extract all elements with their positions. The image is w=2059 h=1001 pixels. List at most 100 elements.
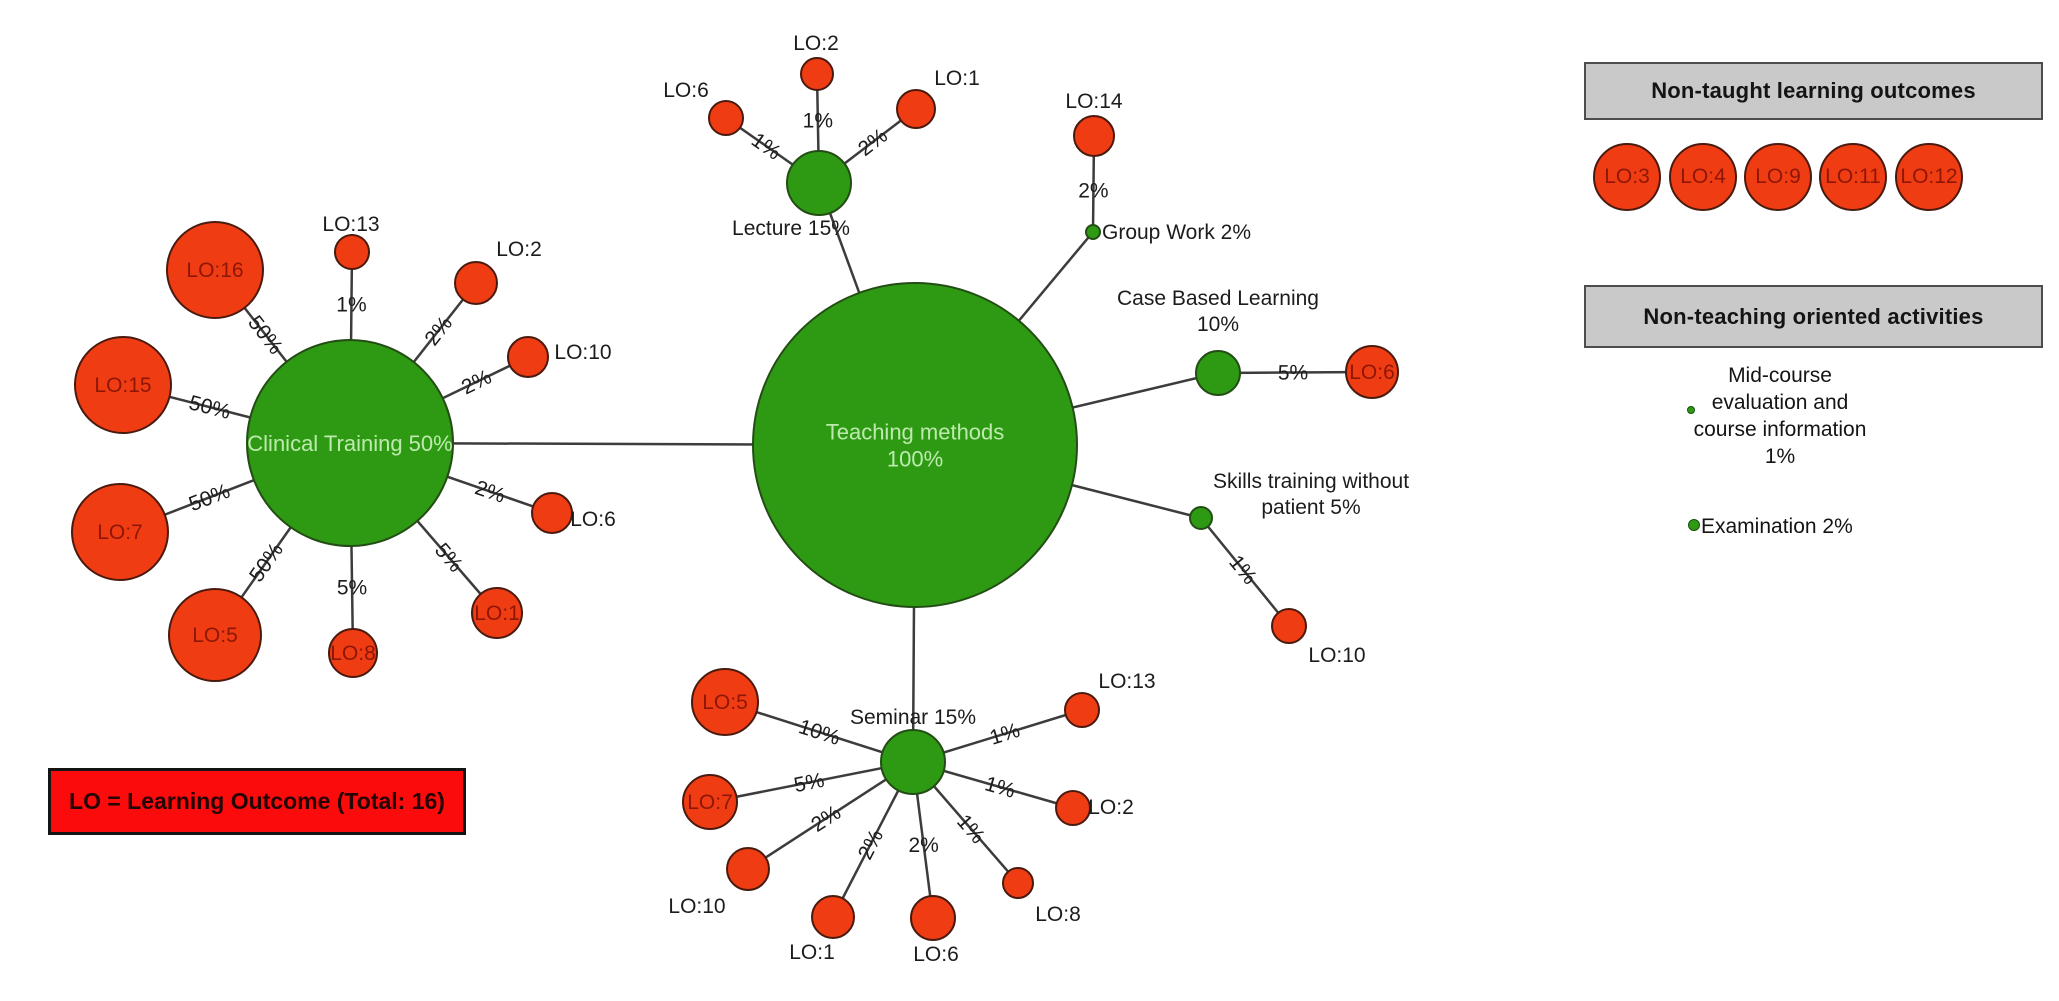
branch-node-case-based-learning (1195, 350, 1241, 396)
leaf-node-clinical-training-lo6 (531, 492, 573, 534)
edge-pct-lecture-lo2: 1% (803, 109, 833, 132)
edge-pct-clinical-training-lo8: 5% (337, 576, 367, 599)
leaf-node-seminar-lo10 (726, 847, 770, 891)
leaf-node-clinical-training-lo8 (328, 628, 378, 678)
edge-pct-seminar-lo5: 10% (796, 715, 843, 750)
leaf-label-seminar-lo10: LO:10 (668, 895, 725, 918)
branch-label-case-based-learning: Case Based Learning 10% (1117, 287, 1319, 336)
non-teaching-activities-header: Non-teaching oriented activities (1584, 285, 2043, 348)
leaf-label-seminar-lo2: LO:2 (1088, 796, 1134, 819)
hub-node-label: Teaching methods 100% (826, 419, 1005, 471)
branch-label-group-work: Group Work 2% (1102, 221, 1251, 244)
edge-pct-seminar-lo7: 5% (792, 768, 826, 796)
leaf-label-clinical-training-lo10: LO:10 (554, 341, 611, 364)
leaf-label-group-work-lo14: LO:14 (1065, 90, 1123, 113)
leaf-label-clinical-training-lo16: LO:16 (186, 259, 243, 282)
leaf-node-group-work-lo14 (1073, 115, 1115, 157)
non-taught-lo-circle-lo9: LO:9 (1744, 143, 1812, 211)
leaf-node-seminar-lo7 (682, 774, 738, 830)
leaf-label-case-based-learning-lo6: LO:6 (1349, 361, 1395, 384)
non-taught-lo-circle-lo3: LO:3 (1593, 143, 1661, 211)
leaf-node-clinical-training-lo10 (507, 336, 549, 378)
branch-label-seminar: Seminar 15% (850, 706, 976, 729)
leaf-label-skills-training-without-patient-lo10: LO:10 (1308, 644, 1365, 667)
leaf-node-seminar-lo13 (1064, 692, 1100, 728)
edge-pct-skills-training-without-patient-lo10: 1% (1225, 551, 1262, 589)
leaf-label-seminar-lo1: LO:1 (789, 941, 835, 964)
leaf-node-skills-training-without-patient-lo10 (1271, 608, 1307, 644)
branch-node-clinical-training (246, 339, 454, 547)
lo-legend-text: LO = Learning Outcome (Total: 16) (69, 788, 445, 814)
leaf-node-clinical-training-lo13 (334, 234, 370, 270)
leaf-node-seminar-lo5 (691, 668, 759, 736)
edge-seminar-lo7 (709, 760, 914, 804)
leaf-label-seminar-lo8: LO:8 (1035, 903, 1081, 926)
leaf-label-clinical-training-lo2: LO:2 (496, 238, 542, 261)
examination-label: Examination 2% (1701, 515, 1853, 538)
leaf-node-clinical-training-lo7 (71, 483, 169, 581)
leaf-label-lecture-lo6: LO:6 (663, 79, 709, 102)
nodes-layer (71, 57, 1399, 941)
leaf-label-seminar-lo7: LO:7 (687, 791, 733, 814)
leaf-label-lecture-lo1: LO:1 (934, 67, 980, 90)
non-taught-lo-circle-lo12: LO:12 (1895, 143, 1963, 211)
leaf-label-clinical-training-lo6: LO:6 (570, 508, 616, 531)
edge-pct-seminar-lo1: 2% (853, 826, 887, 864)
leaf-label-clinical-training-lo15: LO:15 (94, 374, 151, 397)
leaf-node-clinical-training-lo5 (168, 588, 262, 682)
branch-node-skills-training-without-patient (1189, 506, 1213, 530)
edge-pct-clinical-training-lo6: 2% (472, 476, 508, 508)
leaf-node-lecture-lo2 (800, 57, 834, 91)
edge-pct-group-work-lo14: 2% (1078, 179, 1108, 202)
edge-pct-lecture-lo6: 1% (747, 128, 785, 164)
leaf-node-seminar-lo6 (910, 895, 956, 941)
leaf-node-clinical-training-lo1 (471, 587, 523, 639)
leaf-label-clinical-training-lo1: LO:1 (474, 602, 520, 625)
branch-node-seminar (880, 729, 946, 795)
leaf-label-seminar-lo13: LO:13 (1098, 670, 1155, 693)
branch-label-clinical-training: Clinical Training 50% (247, 431, 452, 456)
lo-legend-box: LO = Learning Outcome (Total: 16) (48, 768, 466, 835)
leaf-label-clinical-training-lo5: LO:5 (192, 624, 238, 647)
edge-pct-clinical-training-lo10: 2% (458, 365, 495, 399)
edge-pct-clinical-training-lo5: 50% (245, 539, 288, 587)
mid-course-evaluation-label: Mid-course evaluation and course informati… (1693, 364, 1867, 468)
non-taught-lo-circle-lo4: LO:4 (1669, 143, 1737, 211)
non-taught-outcomes-header: Non-taught learning outcomes (1584, 62, 2043, 120)
edge-pct-lecture-lo1: 2% (854, 124, 892, 161)
edge-pct-clinical-training-lo15: 50% (187, 391, 233, 424)
edge-pct-case-based-learning-lo6: 5% (1278, 361, 1309, 384)
leaf-node-clinical-training-lo16 (166, 221, 264, 319)
leaf-label-clinical-training-lo13: LO:13 (322, 213, 379, 236)
edge-pct-clinical-training-lo2: 2% (420, 312, 457, 350)
edge-pct-seminar-lo13: 1% (987, 718, 1023, 749)
edge-skills-training-without-patient-lo10 (1200, 517, 1290, 627)
leaf-node-seminar-lo2 (1055, 790, 1091, 826)
mid-course-evaluation-dot (1687, 406, 1695, 414)
branch-label-lecture: Lecture 15% (732, 217, 850, 240)
branch-node-lecture (786, 150, 852, 216)
edge-pct-seminar-lo2: 1% (982, 772, 1018, 802)
leaf-node-clinical-training-lo2 (454, 261, 498, 305)
edge-pct-clinical-training-lo13: 1% (336, 293, 366, 316)
leaf-node-seminar-lo8 (1002, 867, 1034, 899)
non-taught-lo-circle-lo11: LO:11 (1819, 143, 1887, 211)
examination-dot (1688, 519, 1700, 531)
leaf-node-lecture-lo6 (708, 100, 744, 136)
branch-label-skills-training-without-patient: Skills training without patient 5% (1213, 470, 1409, 519)
hub-node-teaching-methods (752, 282, 1078, 608)
edge-pct-clinical-training-lo16: 50% (244, 311, 288, 358)
leaf-label-seminar-lo5: LO:5 (702, 691, 748, 714)
leaf-node-clinical-training-lo15 (74, 336, 172, 434)
edge-pct-seminar-lo6: 2% (908, 833, 938, 856)
branch-node-group-work (1085, 224, 1101, 240)
leaf-label-clinical-training-lo8: LO:8 (330, 642, 376, 665)
leaf-node-case-based-learning-lo6 (1345, 345, 1399, 399)
edge-pct-seminar-lo10: 2% (807, 801, 845, 837)
leaf-label-lecture-lo2: LO:2 (793, 32, 839, 55)
leaf-node-seminar-lo1 (811, 895, 855, 939)
edge-pct-clinical-training-lo7: 50% (186, 479, 233, 516)
leaf-label-seminar-lo6: LO:6 (913, 943, 959, 966)
leaf-node-lecture-lo1 (896, 89, 936, 129)
